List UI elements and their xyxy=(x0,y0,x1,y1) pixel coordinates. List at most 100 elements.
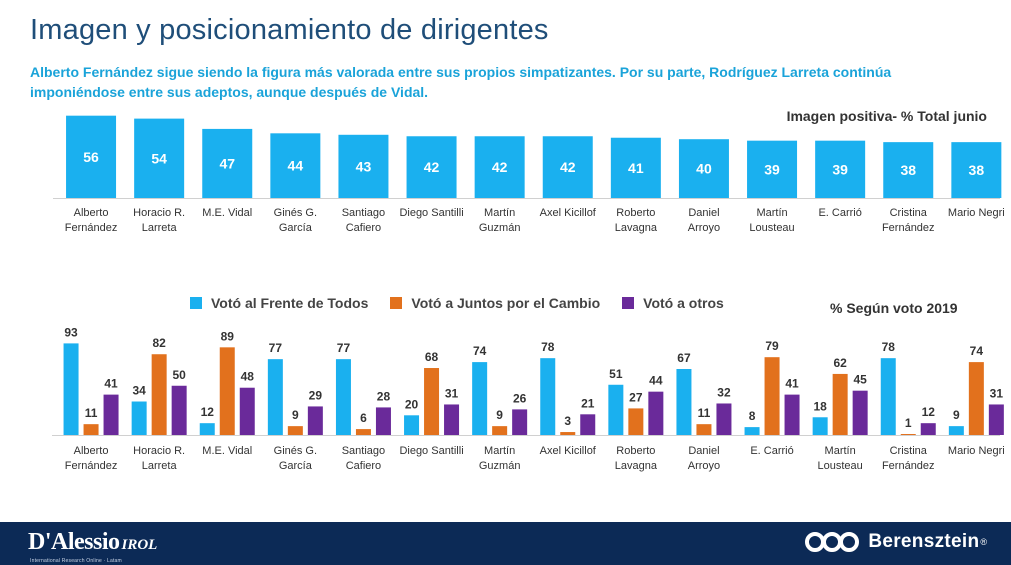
bottom-bar-value-label: 93 xyxy=(64,325,78,339)
top-category-label: Guzmán xyxy=(479,222,521,234)
bottom-bar xyxy=(83,424,99,435)
bottom-bar xyxy=(852,390,868,435)
bottom-category-label: Ginés G. xyxy=(274,445,317,457)
top-bar-value-label: 38 xyxy=(900,162,916,178)
bottom-bar-value-label: 44 xyxy=(649,374,663,388)
bottom-bar-value-label: 41 xyxy=(785,377,799,391)
dalessio-tagline: International Research Online · Latam xyxy=(30,558,122,564)
bottom-bar xyxy=(472,362,488,435)
bottom-bar xyxy=(375,407,391,435)
top-category-label: Ginés G. xyxy=(274,207,317,219)
top-chart-title: Imagen positiva- % Total junio xyxy=(786,108,987,124)
top-bar-value-label: 41 xyxy=(628,160,644,176)
bottom-bar xyxy=(920,423,936,435)
top-category-label: Diego Santilli xyxy=(399,207,463,219)
top-bar-value-label: 39 xyxy=(832,161,848,177)
bottom-bar xyxy=(580,414,596,435)
bottom-bar xyxy=(199,423,215,435)
bottom-bar xyxy=(424,368,440,435)
legend-item: Votó al Frente de Todos xyxy=(190,295,368,311)
top-category-label: Lousteau xyxy=(749,222,794,234)
dalessio-brand: D'Alessio xyxy=(28,529,120,555)
bottom-bar xyxy=(812,417,828,435)
top-bar-value-label: 42 xyxy=(424,159,440,175)
bottom-bar xyxy=(560,432,576,435)
bottom-category-label: Diego Santilli xyxy=(399,445,463,457)
top-bar-value-label: 40 xyxy=(696,161,712,177)
bottom-bar xyxy=(540,358,556,435)
bottom-bar-value-label: 11 xyxy=(85,406,98,420)
bottom-bar-value-label: 18 xyxy=(813,399,827,413)
bottom-bar-value-label: 11 xyxy=(698,406,711,420)
bottom-bar xyxy=(307,406,323,435)
bottom-bar xyxy=(968,362,984,435)
bottom-bar xyxy=(239,387,255,435)
top-bar-value-label: 38 xyxy=(969,162,985,178)
bottom-bar-value-label: 48 xyxy=(241,370,255,384)
bottom-bar-value-label: 79 xyxy=(765,339,779,353)
berensztein-logo: Berensztein ® xyxy=(804,531,987,553)
bottom-bar-value-label: 68 xyxy=(425,350,439,364)
legend-swatch xyxy=(390,297,403,309)
top-bar xyxy=(134,118,185,198)
bottom-category-label: E. Carrió xyxy=(750,445,793,457)
top-bar xyxy=(474,136,525,198)
top-bar-chart: 56 Alberto Fernández 54 Horacio R. Larreta 47 M… xyxy=(53,115,1005,234)
top-category-label: Daniel xyxy=(688,207,719,219)
top-bar-value-label: 39 xyxy=(764,161,780,177)
bottom-bar-value-label: 29 xyxy=(309,388,323,402)
bottom-category-label: Larreta xyxy=(142,460,178,472)
bottom-bar xyxy=(784,394,800,435)
bottom-bar-value-label: 89 xyxy=(221,329,235,343)
top-bar-value-label: 54 xyxy=(151,150,167,166)
top-category-label: Martín xyxy=(756,207,787,219)
bottom-bar-value-label: 78 xyxy=(541,340,555,354)
top-bar xyxy=(406,136,457,198)
bottom-bar xyxy=(151,354,167,435)
bottom-category-label: Mario Negri xyxy=(948,445,1005,457)
top-category-label: E. Carrió xyxy=(818,207,861,219)
top-bar-value-label: 44 xyxy=(288,158,304,174)
page-subtitle: Alberto Fernández sigue siendo la figura… xyxy=(30,64,892,100)
top-category-label: Alberto xyxy=(74,207,109,219)
top-category-label: M.E. Vidal xyxy=(202,207,252,219)
bottom-bar xyxy=(355,429,371,435)
bottom-bar-value-label: 3 xyxy=(564,414,571,428)
bottom-bar-value-label: 20 xyxy=(405,397,419,411)
berensztein-name: Berensztein xyxy=(868,531,980,552)
top-category-label: Mario Negri xyxy=(948,207,1005,219)
top-category-label: Axel Kicillof xyxy=(540,207,597,219)
top-category-label: Roberto xyxy=(616,207,655,219)
bottom-bar xyxy=(103,394,119,435)
bottom-bar-value-label: 34 xyxy=(132,384,146,398)
bottom-bar-value-label: 77 xyxy=(269,341,283,355)
bottom-bar-value-label: 74 xyxy=(970,344,984,358)
top-bar xyxy=(815,140,866,198)
chart-legend: Votó al Frente de Todos Votó a Juntos por… xyxy=(190,295,746,311)
top-bar xyxy=(678,139,729,198)
bottom-bar xyxy=(744,427,760,435)
bottom-category-label: Lavagna xyxy=(615,460,658,472)
top-category-label: Fernández xyxy=(882,222,935,234)
top-category-label: Lavagna xyxy=(615,222,658,234)
bottom-category-label: Daniel xyxy=(688,445,719,457)
bottom-category-label: Horacio R. xyxy=(133,445,185,457)
bottom-bar xyxy=(171,385,187,435)
bottom-category-label: Roberto xyxy=(616,445,655,457)
legend-label: Votó al Frente de Todos xyxy=(211,295,369,311)
bottom-bar-value-label: 31 xyxy=(445,386,459,400)
bottom-category-label: Martín xyxy=(825,445,856,457)
bottom-bar xyxy=(267,359,283,435)
top-bar xyxy=(951,142,1002,198)
dalessio-brand-suffix: IROL xyxy=(121,537,158,553)
top-category-label: Arroyo xyxy=(688,222,720,234)
bottom-bar xyxy=(676,369,692,435)
bottom-category-label: García xyxy=(279,460,313,472)
dalessio-logo: D'Alessio IROL International Research Onl… xyxy=(28,529,158,564)
bottom-bar-value-label: 82 xyxy=(152,336,166,350)
bottom-bar-value-label: 41 xyxy=(104,377,118,391)
top-bar xyxy=(542,136,593,198)
bottom-category-label: Axel Kicillof xyxy=(540,445,597,457)
bottom-bar-value-label: 45 xyxy=(853,373,867,387)
